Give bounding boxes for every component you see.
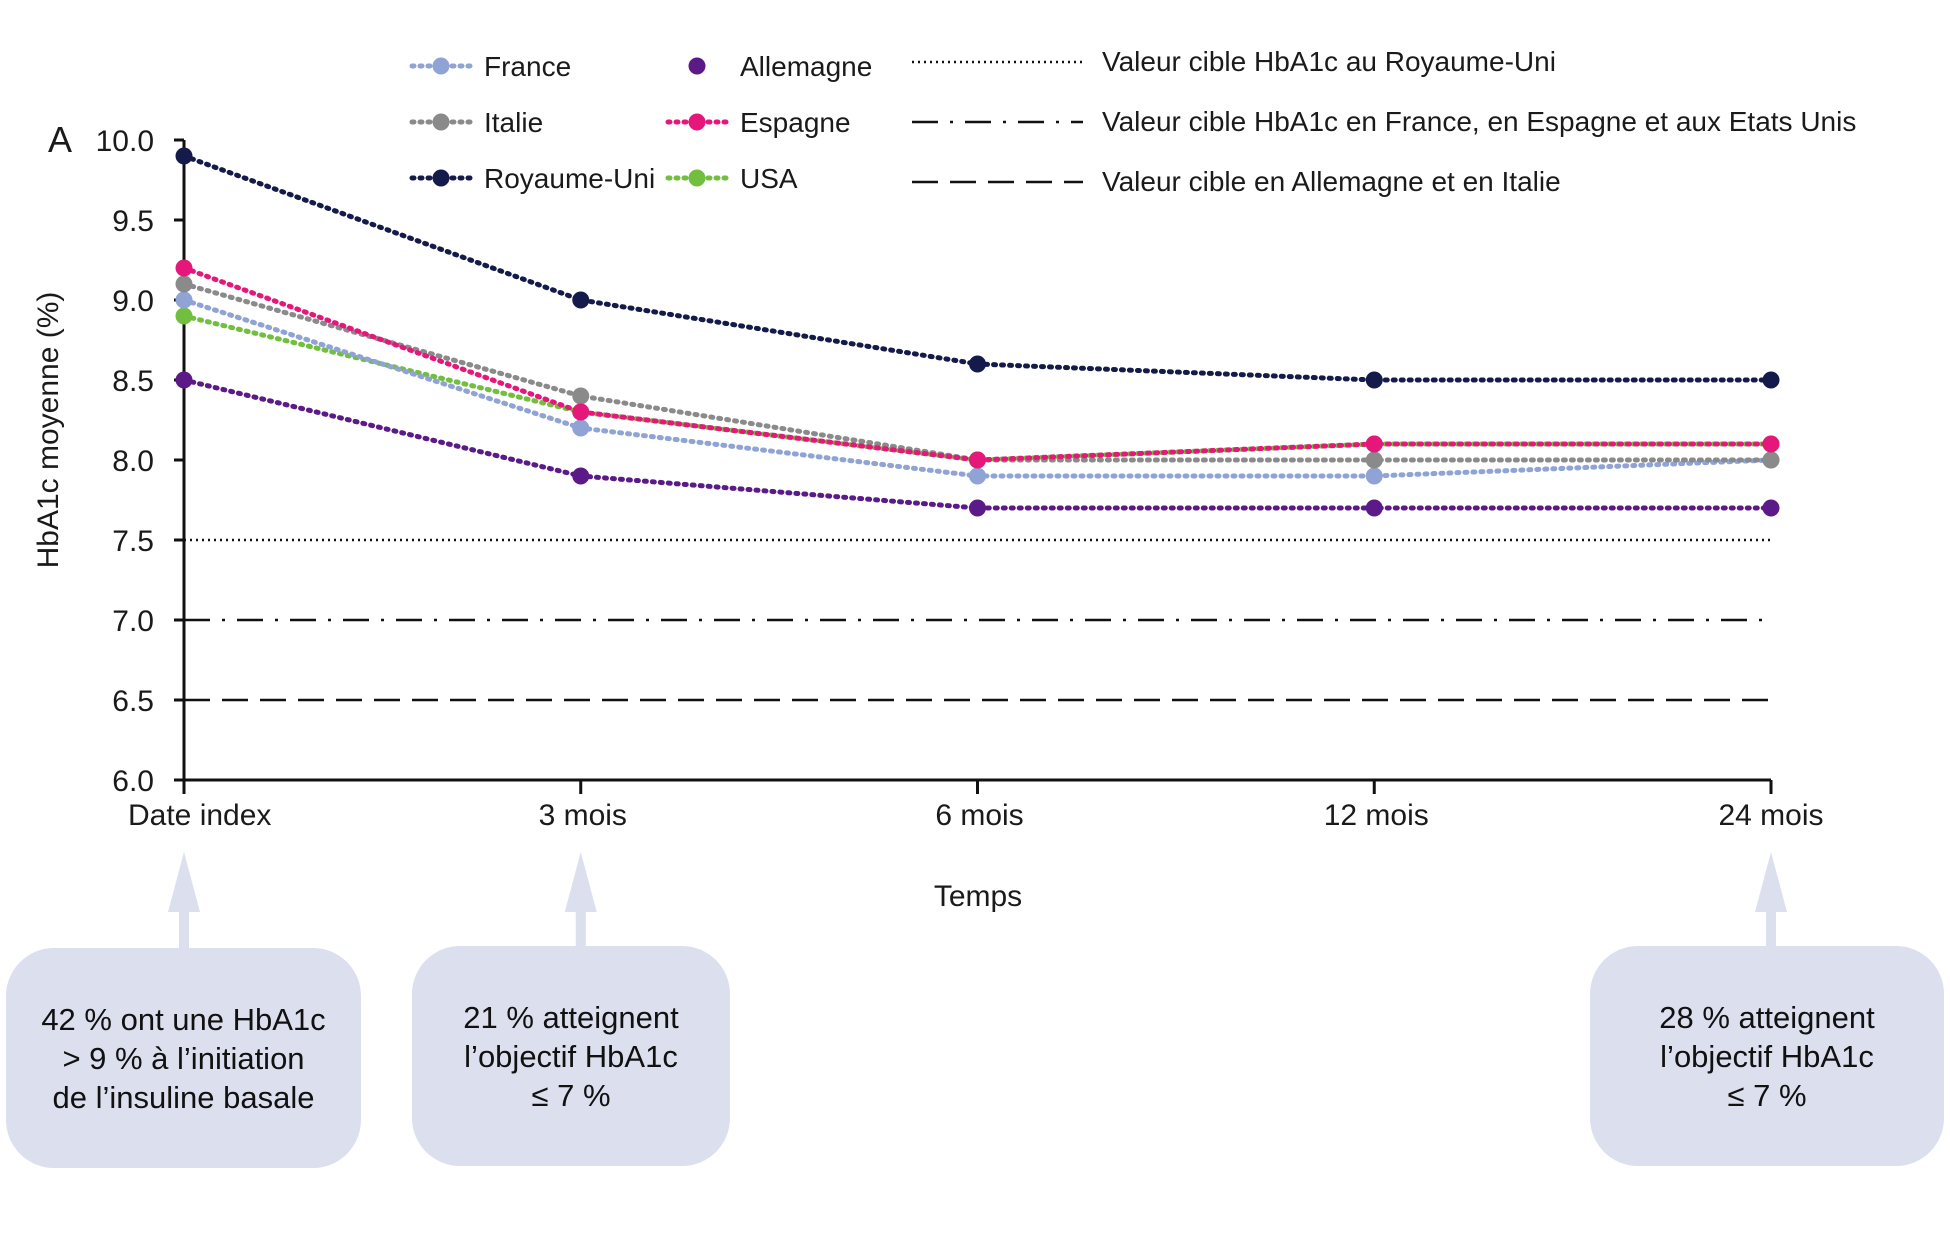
legend-label-allemagne: Allemagne xyxy=(740,51,872,82)
data-point-allemagne xyxy=(1762,499,1780,517)
callout-arrow-shaft xyxy=(1766,910,1776,950)
series-line-france xyxy=(181,297,1774,479)
callout-arrow-shaft xyxy=(179,910,189,950)
legend-label-usa: USA xyxy=(740,163,798,194)
callout-24-mois-line-3: ≤ 7 % xyxy=(1727,1077,1807,1113)
x-tick-label: Date index xyxy=(128,799,271,832)
x-tick-label: 24 mois xyxy=(1718,799,1823,832)
x-tick-label: 12 mois xyxy=(1324,799,1429,832)
callout-index: 42 % ont une HbA1c > 9 % à l’initiation … xyxy=(6,948,361,1168)
data-point-france xyxy=(572,419,590,437)
y-tick-label: 8.5 xyxy=(112,365,154,398)
data-point-royaume-uni xyxy=(175,147,193,165)
callout-24-mois-line-1: 28 % atteignent xyxy=(1659,999,1875,1035)
data-point-italie xyxy=(1762,451,1780,469)
legend-marker-royaume-uni xyxy=(432,169,450,187)
y-tick-label: 8.0 xyxy=(112,445,154,478)
x-axis-title: Temps xyxy=(934,880,1022,913)
panel-label: A xyxy=(48,119,72,160)
callout-index-line-2: > 9 % à l’initiation xyxy=(62,1040,305,1076)
data-point-royaume-uni xyxy=(1365,371,1383,389)
data-point-royaume-uni xyxy=(1762,371,1780,389)
data-point-allemagne xyxy=(969,499,986,517)
legend-marker-usa xyxy=(688,169,706,187)
callout-arrow-shaft xyxy=(575,910,586,950)
callout-3-mois-line-2: l’objectif HbA1c xyxy=(464,1038,678,1074)
data-point-france xyxy=(175,291,193,309)
data-point-allemagne xyxy=(1365,499,1383,517)
callout-index-line-3: de l’insuline basale xyxy=(52,1079,315,1115)
data-point-espagne xyxy=(969,451,986,469)
legend-marker-france xyxy=(432,57,450,75)
callout-arrow-head xyxy=(564,852,597,912)
data-point-france xyxy=(1365,467,1383,485)
y-tick-label: 6.0 xyxy=(112,765,154,798)
data-point-espagne xyxy=(1365,435,1383,453)
x-tick-label: 3 mois xyxy=(539,799,627,832)
legend-label-france: France xyxy=(484,51,571,82)
data-point-espagne xyxy=(572,403,590,421)
callout-arrow-head xyxy=(1755,852,1787,912)
x-tick-label: 6 mois xyxy=(935,799,1023,832)
data-point-espagne xyxy=(175,259,193,277)
y-tick-label: 7.0 xyxy=(112,605,154,638)
callout-3-mois-line-1: 21 % atteignent xyxy=(463,999,679,1035)
legend-label-royaume-uni: Royaume-Uni xyxy=(484,163,655,194)
callout-24-mois: 28 % atteignent l’objectif HbA1c ≤ 7 % xyxy=(1590,946,1944,1166)
legend-marker-italie xyxy=(432,113,450,131)
series-line-usa xyxy=(181,313,1774,463)
legend-label-italie: Italie xyxy=(484,107,543,138)
callout-index-line-1: 42 % ont une HbA1c xyxy=(41,1001,326,1037)
y-tick-label: 9.0 xyxy=(112,285,154,318)
legend-label-valeur-cible-en-allemagne-et-en-italie: Valeur cible en Allemagne et en Italie xyxy=(1102,166,1561,197)
legend-marker-allemagne xyxy=(688,57,706,75)
y-tick-label: 6.5 xyxy=(112,685,154,718)
legend-label-valeur-cible-hba1c-au-royaume-uni: Valeur cible HbA1c au Royaume-Uni xyxy=(1102,46,1556,77)
y-tick-label: 9.5 xyxy=(112,205,154,238)
data-point-usa xyxy=(175,307,193,325)
data-point-royaume-uni xyxy=(572,291,590,309)
data-point-allemagne xyxy=(175,371,193,389)
data-point-france xyxy=(969,467,986,485)
data-point-italie xyxy=(175,275,193,293)
data-point-royaume-uni xyxy=(969,355,986,373)
legend-marker-espagne xyxy=(688,113,706,131)
y-tick-label: 10.0 xyxy=(96,125,154,158)
data-point-italie xyxy=(572,387,590,405)
y-tick-label: 7.5 xyxy=(112,525,154,558)
callout-3-mois-line-3: ≤ 7 % xyxy=(531,1077,611,1113)
y-axis-title: HbA1c moyenne (%) xyxy=(32,292,65,569)
legend-label-espagne: Espagne xyxy=(740,107,851,138)
data-point-italie xyxy=(1365,451,1383,469)
callout-3-mois: 21 % atteignent l’objectif HbA1c ≤ 7 % xyxy=(412,946,730,1166)
data-point-allemagne xyxy=(572,467,590,485)
data-point-espagne xyxy=(1762,435,1780,453)
callout-24-mois-line-2: l’objectif HbA1c xyxy=(1660,1038,1874,1074)
legend-label-valeur-cible-hba1c-en-france-en-espagne-et-aux-etats-unis: Valeur cible HbA1c en France, en Espagne… xyxy=(1102,106,1856,137)
callout-arrow-head xyxy=(168,852,200,912)
